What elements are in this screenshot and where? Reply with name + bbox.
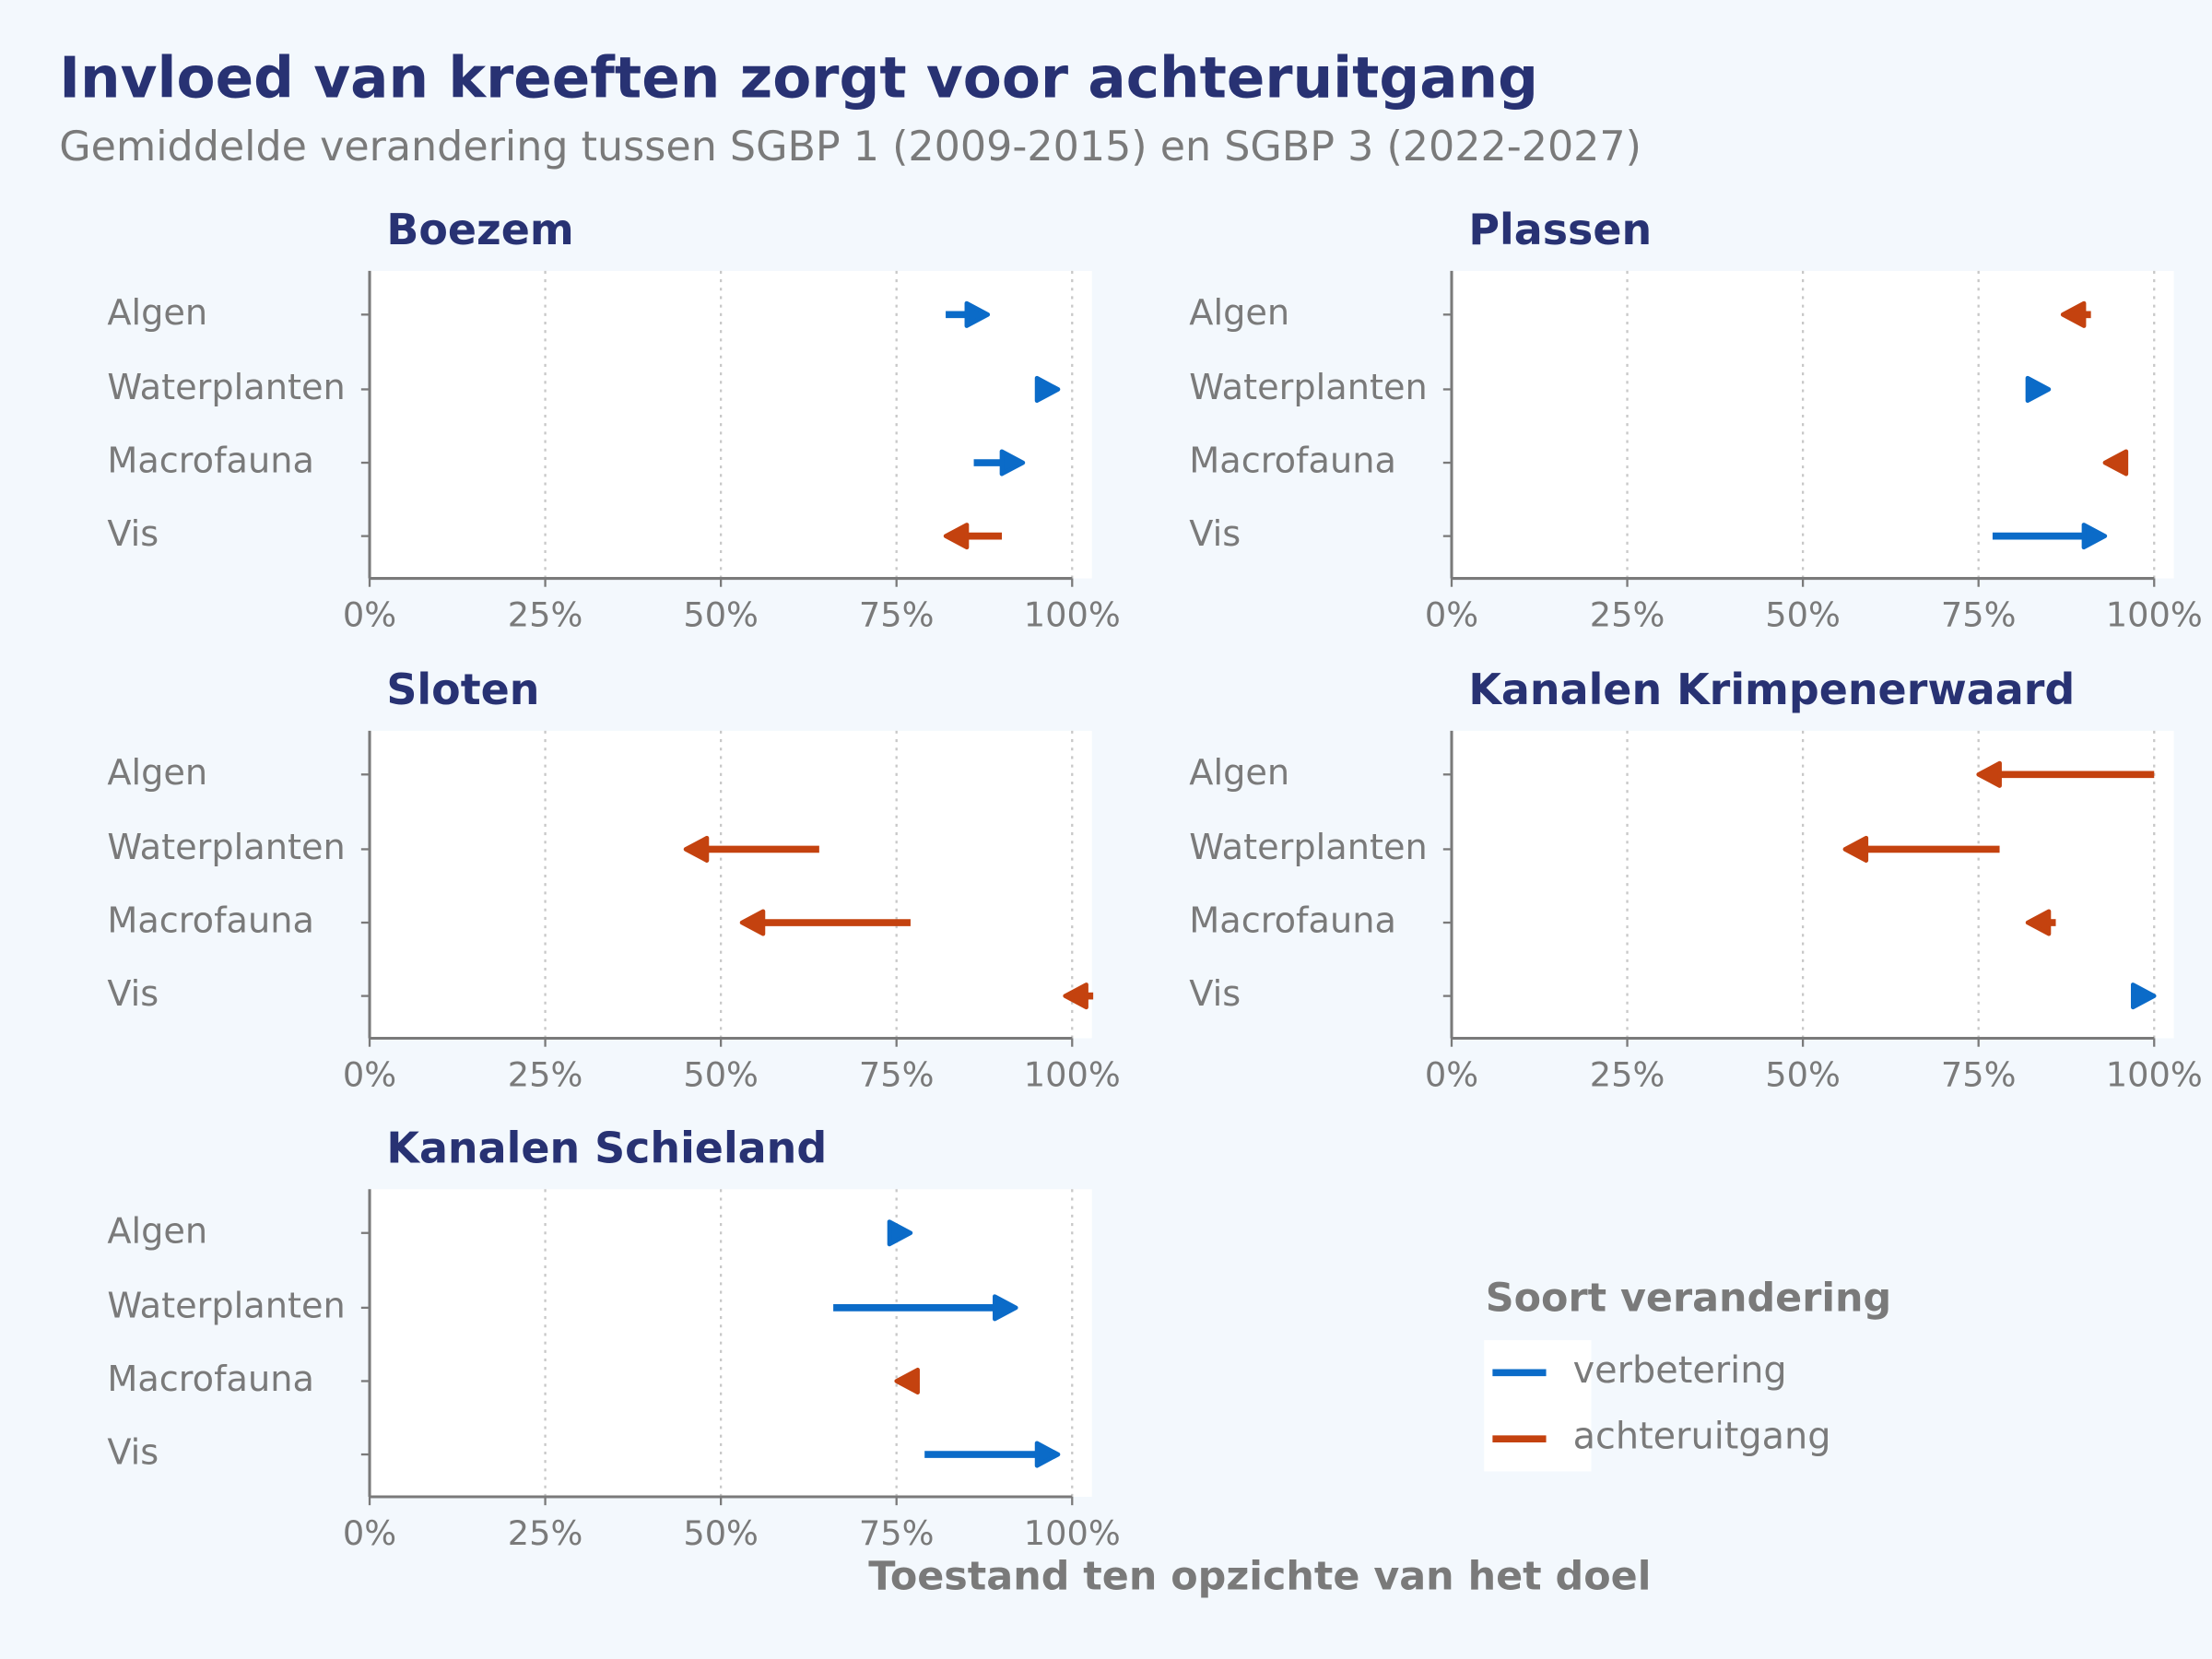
x-tick-label: 25% <box>1590 1054 1665 1094</box>
x-tick-label: 50% <box>683 1513 759 1553</box>
y-tick-label: Vis <box>107 973 159 1015</box>
y-tick-label: Vis <box>1189 973 1241 1015</box>
x-tick-label: 50% <box>683 594 759 634</box>
arrow-head <box>993 1294 1018 1322</box>
arrow-head <box>1034 375 1061 403</box>
arrow-head <box>894 1367 920 1395</box>
legend-label: verbetering <box>1573 1349 1787 1392</box>
x-tick-label: 25% <box>508 594 583 634</box>
panel-title: Kanalen Schieland <box>386 1123 827 1172</box>
panel-title: Kanalen Krimpenerwaard <box>1468 665 2075 714</box>
plot-area <box>370 730 1092 1039</box>
y-tick-label: Waterplanten <box>107 1285 345 1326</box>
arrow-head <box>964 300 991 328</box>
panel-title: Sloten <box>386 665 539 714</box>
arrow-head <box>2025 375 2052 403</box>
y-tick-label: Algen <box>107 1210 207 1252</box>
y-tick-label: Macrofauna <box>1189 900 1396 942</box>
x-tick-label: 25% <box>508 1054 583 1094</box>
x-tick-label: 75% <box>1941 1054 2017 1094</box>
arrow-head <box>2025 909 2052 936</box>
x-tick-label: 0% <box>343 1513 396 1553</box>
panel-title: Boezem <box>386 205 573 254</box>
x-tick-label: 75% <box>859 594 935 634</box>
arrow-head <box>887 1219 913 1247</box>
arrow-head <box>1842 835 1869 863</box>
arrow-head <box>2102 449 2129 477</box>
arrow-head <box>2060 300 2087 328</box>
y-tick-label: Macrofauna <box>107 900 314 942</box>
x-tick-label: 50% <box>1765 594 1841 634</box>
x-tick-label: 100% <box>2106 594 2203 634</box>
x-tick-label: 75% <box>1941 594 2017 634</box>
arrow-head <box>739 909 766 936</box>
y-tick-label: Macrofauna <box>107 1359 314 1400</box>
y-tick-label: Waterplanten <box>1189 367 1427 408</box>
y-tick-label: Vis <box>107 513 159 555</box>
arrow-head <box>2130 982 2157 1010</box>
chart-title: Invloed van kreeften zorgt voor achterui… <box>59 45 1538 111</box>
arrow-head <box>999 449 1026 477</box>
x-tick-label: 100% <box>1024 1513 1121 1553</box>
x-axis-label: Toestand ten opzichte van het doel <box>868 1553 1651 1599</box>
y-tick-label: Algen <box>107 752 207 794</box>
arrow-head <box>1976 760 2002 788</box>
x-tick-label: 100% <box>1024 1054 1121 1094</box>
y-tick-label: Macrofauna <box>107 441 314 482</box>
arrow-head <box>1063 982 1088 1010</box>
x-tick-label: 50% <box>1765 1054 1841 1094</box>
x-tick-label: 0% <box>343 594 396 634</box>
y-tick-label: Macrofauna <box>1189 441 1396 482</box>
panel-title: Plassen <box>1468 205 1652 254</box>
y-tick-label: Waterplanten <box>107 827 345 868</box>
x-tick-label: 25% <box>1590 594 1665 634</box>
x-tick-label: 100% <box>2106 1054 2203 1094</box>
legend-title: Soort verandering <box>1486 1276 1891 1322</box>
arrow-head <box>1034 1441 1061 1468</box>
plot-area <box>1452 270 2174 579</box>
y-tick-label: Algen <box>1189 292 1289 334</box>
plot-area <box>370 1189 1092 1497</box>
arrow-head <box>2081 523 2108 550</box>
arrow-head <box>943 523 970 550</box>
y-tick-label: Waterplanten <box>107 367 345 408</box>
x-tick-label: 0% <box>1425 1054 1478 1094</box>
x-tick-label: 75% <box>859 1513 935 1553</box>
x-tick-label: 50% <box>683 1054 759 1094</box>
x-tick-label: 0% <box>1425 594 1478 634</box>
plot-area <box>1452 730 2174 1039</box>
y-tick-label: Algen <box>1189 752 1289 794</box>
legend-key-box <box>1484 1340 1592 1472</box>
arrow-head <box>683 835 710 863</box>
x-tick-label: 75% <box>859 1054 935 1094</box>
legend-label: achteruitgang <box>1573 1416 1831 1458</box>
y-tick-label: Waterplanten <box>1189 827 1427 868</box>
y-tick-label: Vis <box>107 1432 159 1474</box>
x-tick-label: 100% <box>1024 594 1121 634</box>
x-tick-label: 0% <box>343 1054 396 1094</box>
chart-subtitle: Gemiddelde verandering tussen SGBP 1 (20… <box>59 124 1641 171</box>
y-tick-label: Vis <box>1189 513 1241 555</box>
x-tick-label: 25% <box>508 1513 583 1553</box>
y-tick-label: Algen <box>107 292 207 334</box>
